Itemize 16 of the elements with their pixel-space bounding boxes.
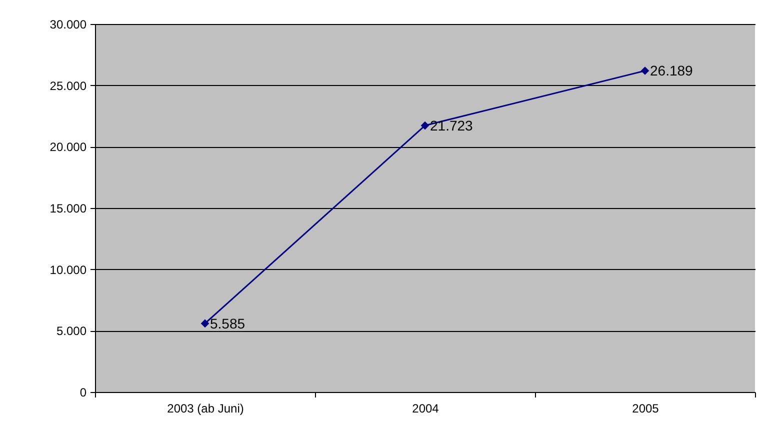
data-label: 5.585 (210, 315, 246, 332)
y-tick-label: 10.000 (50, 262, 87, 277)
x-tick-label: 2003 (ab Juni) (167, 402, 244, 416)
x-tick-label: 2004 (412, 402, 440, 416)
data-label: 21.723 (430, 118, 474, 134)
x-tick-label: 2005 (632, 402, 660, 416)
y-tick-label: 15.000 (50, 202, 87, 216)
point (640, 66, 650, 75)
data-label: 26.189 (650, 62, 694, 79)
y-tick-label: 0 (80, 386, 87, 400)
point (200, 319, 210, 328)
y-tick-label: 30.000 (50, 18, 87, 32)
point (420, 121, 430, 130)
y-tick-label: 5.000 (56, 324, 87, 338)
y-tick-label: 25.000 (50, 78, 87, 93)
y-tick-label: 20.000 (50, 140, 87, 154)
